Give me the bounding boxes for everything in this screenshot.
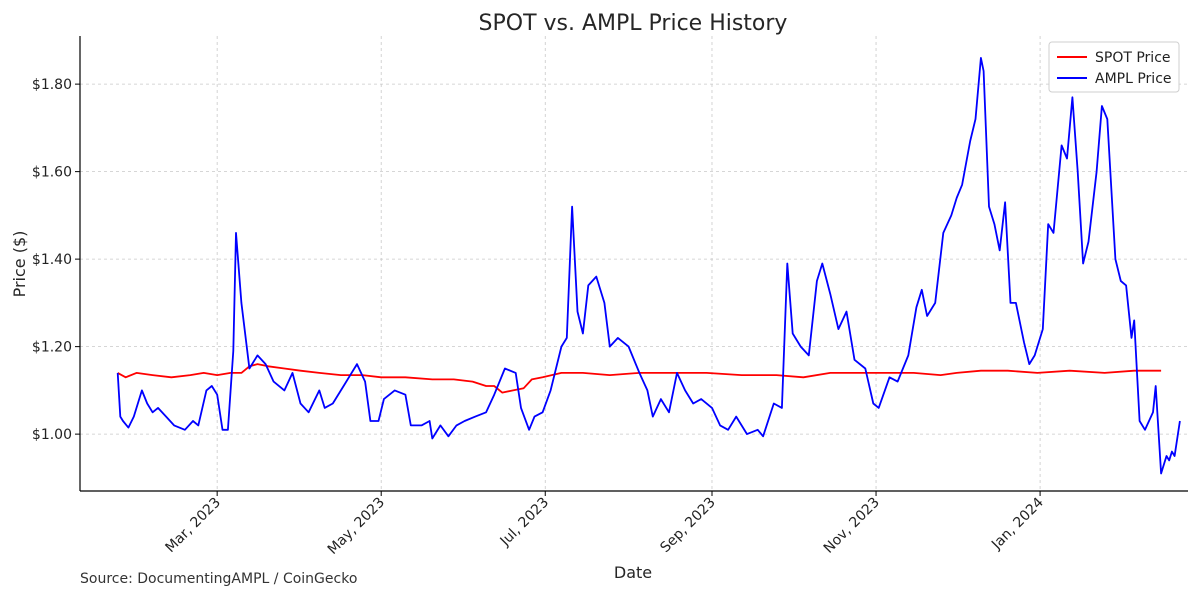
y-tick-label: $1.20	[32, 340, 72, 356]
legend-label-spot: SPOT Price	[1095, 50, 1171, 66]
legend: SPOT Price AMPL Price	[1048, 41, 1180, 93]
y-tick-label: $1.80	[32, 77, 72, 93]
x-tick-label: Jul, 2023	[497, 495, 552, 550]
series-line-ampl	[116, 57, 1181, 475]
x-tick-label: Sep, 2023	[657, 495, 718, 556]
tick-labels: $1.00 $1.20 $1.40 $1.60 $1.80 Mar, 2023 May, 2…	[32, 77, 1047, 558]
axes	[79, 36, 1188, 492]
series-line-spot	[117, 363, 1162, 394]
x-tick-label: Mar, 2023	[162, 495, 223, 556]
source-note: Source: DocumentingAMPL / CoinGecko	[80, 571, 357, 587]
x-tick-label: Jan, 2024	[988, 494, 1047, 553]
y-tick-label: $1.00	[32, 427, 72, 443]
x-axis-label: Date	[614, 563, 652, 582]
legend-box	[1048, 41, 1180, 93]
y-tick-label: $1.60	[32, 165, 72, 181]
legend-label-ampl: AMPL Price	[1095, 71, 1172, 87]
y-tick-label: $1.40	[32, 252, 72, 268]
series-lines	[116, 57, 1181, 475]
x-tick-label: May, 2023	[325, 495, 388, 558]
x-tick-label: Nov, 2023	[821, 495, 883, 557]
y-axis-label: Price ($)	[10, 231, 29, 298]
chart-title: SPOT vs. AMPL Price History	[479, 11, 788, 36]
grid	[80, 36, 1188, 491]
